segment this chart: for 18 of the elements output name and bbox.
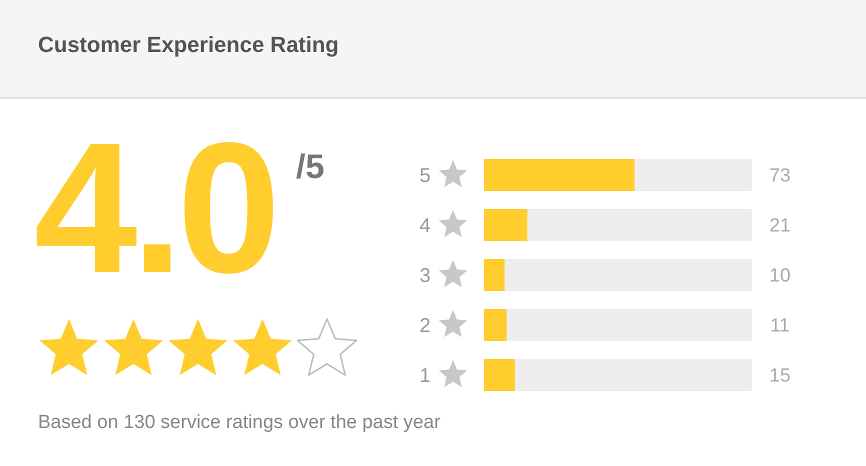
y-tick-label: 4 <box>419 215 431 237</box>
y-tick-label: 2 <box>419 315 431 337</box>
bar <box>484 259 505 291</box>
y-tick-label: 5 <box>419 165 431 187</box>
text: Based on 130 service ratings over the past year <box>38 412 442 433</box>
bar <box>484 209 528 241</box>
y-tick-label: 3 <box>419 265 431 287</box>
bar <box>484 359 515 391</box>
bar <box>484 309 507 341</box>
data-label: 21 <box>769 216 791 237</box>
data-label: 10 <box>769 266 791 287</box>
y-tick-label: 1 <box>419 365 431 387</box>
text: 4.0 <box>34 105 275 312</box>
text: Customer Experience Rating <box>38 32 339 57</box>
text: /5 <box>296 148 324 186</box>
data-label: 15 <box>769 366 791 387</box>
data-label: 11 <box>770 316 790 337</box>
data-label: 73 <box>769 166 791 187</box>
